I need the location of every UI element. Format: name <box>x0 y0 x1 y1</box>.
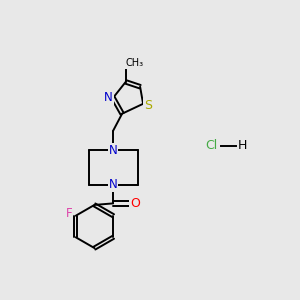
Text: F: F <box>66 207 73 220</box>
Text: N: N <box>109 178 118 191</box>
Text: N: N <box>104 91 113 104</box>
Text: O: O <box>130 197 140 210</box>
Text: S: S <box>145 99 152 112</box>
Text: Cl: Cl <box>206 139 218 152</box>
Text: H: H <box>238 139 247 152</box>
Text: CH₃: CH₃ <box>125 58 143 68</box>
Text: N: N <box>109 144 118 157</box>
